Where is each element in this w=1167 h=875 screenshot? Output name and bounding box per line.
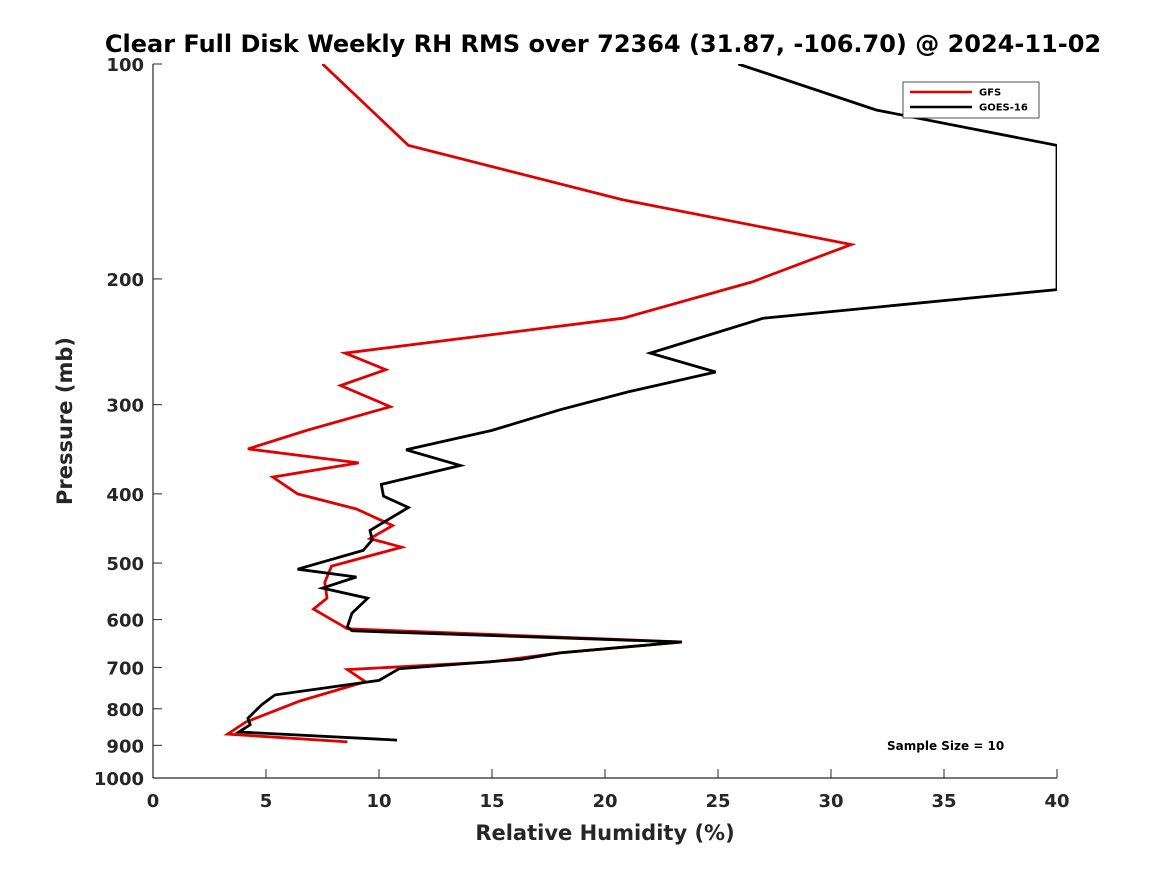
- y-tick-label: 700: [106, 658, 144, 679]
- x-tick-label: 25: [705, 791, 730, 812]
- y-tick-label: 800: [106, 700, 144, 721]
- y-tick-label: 300: [106, 396, 144, 417]
- series-line-gfs: [223, 64, 857, 744]
- legend-label-goes16: GOES-16: [979, 103, 1028, 114]
- x-tick-label: 35: [931, 791, 956, 812]
- series-lines: [223, 64, 1057, 744]
- y-tick-label: 200: [106, 270, 144, 291]
- y-tick-label: 500: [106, 554, 144, 575]
- x-tick-label: 15: [479, 791, 504, 812]
- chart-title: Clear Full Disk Weekly RH RMS over 72364…: [105, 30, 1101, 58]
- series-line-goes-16: [234, 64, 1057, 742]
- x-tick-label: 30: [818, 791, 843, 812]
- y-tick-label: 400: [106, 485, 144, 506]
- y-tick-label: 100: [106, 55, 144, 76]
- legend-box: [902, 81, 1040, 119]
- legend: GFS GOES-16: [902, 81, 1040, 119]
- y-tick-label: 900: [106, 736, 144, 757]
- legend-label-gfs: GFS: [979, 88, 1001, 99]
- y-tick-label: 1000: [94, 769, 144, 790]
- x-tick-label: 20: [592, 791, 617, 812]
- x-tick-label: 10: [366, 791, 391, 812]
- x-tick-label: 5: [260, 791, 273, 812]
- x-ticks: 0 5 10 15 20 25 30 35 40: [147, 769, 1070, 812]
- x-tick-label: 40: [1044, 791, 1069, 812]
- y-ticks: 100 200 300 400 500 600 700 800 900 1000: [94, 55, 162, 790]
- x-tick-label: 0: [147, 791, 160, 812]
- x-axis-label: Relative Humidity (%): [475, 821, 734, 845]
- y-tick-label: 600: [106, 611, 144, 632]
- sample-size-annotation: Sample Size = 10: [887, 739, 1004, 753]
- y-axis-label: Pressure (mb): [53, 337, 77, 505]
